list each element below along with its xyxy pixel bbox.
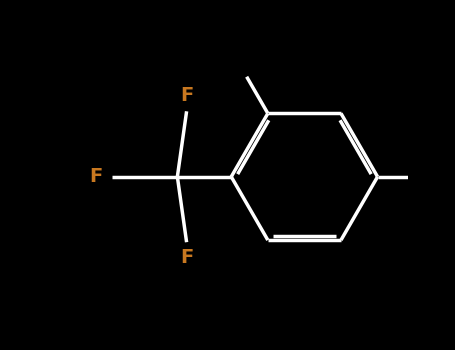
Text: F: F — [90, 167, 103, 186]
Text: F: F — [180, 86, 193, 105]
Text: F: F — [180, 248, 193, 267]
